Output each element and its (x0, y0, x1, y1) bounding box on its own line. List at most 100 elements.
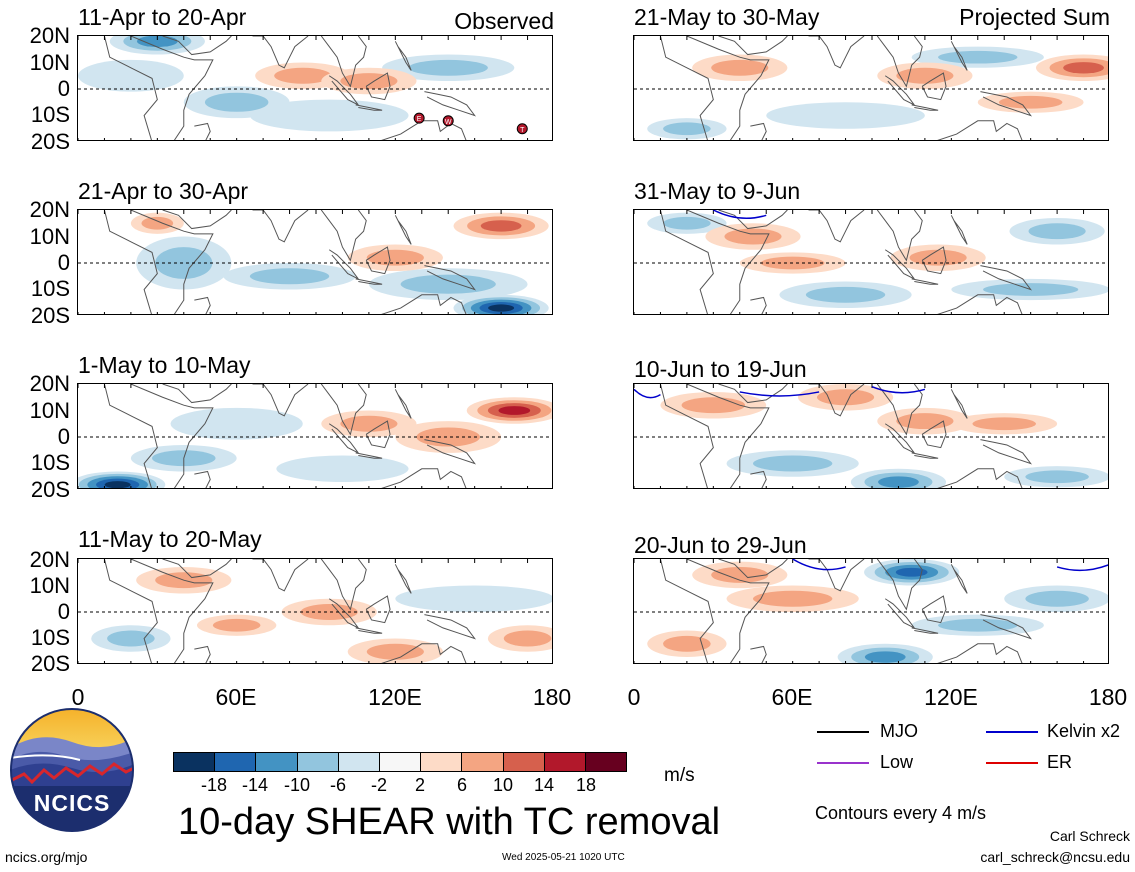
coastline (884, 75, 915, 106)
coastline (876, 210, 923, 262)
coastline (381, 468, 467, 488)
shear-anomaly-blob (681, 397, 746, 414)
legend-line-kelvin (986, 731, 1038, 733)
coastline (718, 559, 788, 579)
colorbar-units: m/s (664, 765, 695, 786)
tc-marker-label: E (417, 116, 422, 123)
lat-label: 0 (57, 76, 70, 101)
coastline (130, 559, 214, 663)
panel-title-5: 21-May to 30-May (634, 4, 820, 30)
shear-anomaly-blob (896, 67, 954, 84)
tc-marker-icon (442, 115, 454, 127)
lon-label: 60E (215, 684, 257, 710)
shear-anomaly-blob (663, 122, 711, 136)
coastline (659, 210, 714, 314)
shear-map (634, 384, 1108, 488)
panel-title-4: 11-May to 20-May (78, 526, 262, 552)
coastline (911, 278, 939, 285)
shear-map (634, 36, 1108, 140)
coastline (950, 41, 968, 71)
map-panel-2 (77, 209, 553, 315)
shear-map (78, 210, 552, 314)
coastline (365, 420, 391, 449)
coastline (355, 278, 383, 285)
coastline (394, 564, 412, 594)
coastline (381, 294, 467, 314)
coastline (950, 215, 968, 245)
coastline (194, 645, 211, 663)
map-panel-8 (633, 558, 1109, 664)
author: Carl Schreck (1049, 828, 1130, 844)
shear-anomaly-blob (805, 286, 886, 303)
panel-title-2: 21-Apr to 30-Apr (78, 178, 249, 204)
coastline (921, 420, 947, 449)
coastline (876, 36, 923, 88)
lat-label: 0 (57, 424, 70, 449)
coastline (320, 384, 367, 436)
map-panel-3 (77, 383, 553, 489)
coastline (103, 559, 158, 663)
footer-url[interactable]: ncics.org/mjo (5, 849, 88, 865)
coastline (194, 470, 211, 488)
coastline (252, 210, 309, 243)
shear-anomaly-blob (366, 249, 424, 266)
coastline (980, 91, 1033, 117)
shear-anomaly-blob (78, 59, 184, 92)
coastline (130, 384, 214, 488)
shear-anomaly-blob (107, 630, 155, 647)
author-email[interactable]: carl_schreck@ncsu.edu (980, 849, 1130, 865)
contour-note: Contours every 4 m/s (815, 803, 987, 823)
coastline (320, 36, 367, 88)
lat-label: 20S (30, 129, 70, 154)
shear-anomaly-blob (972, 417, 1036, 431)
shear-anomaly-blob (895, 567, 928, 577)
shear-anomaly-blob (480, 220, 522, 232)
lat-label: 10S (30, 625, 70, 650)
logo-text: NCICS (33, 790, 111, 816)
coastline (911, 104, 939, 111)
coastline (718, 36, 788, 56)
shear-anomaly-blob (753, 590, 833, 607)
observed-tag: Observed (454, 8, 554, 34)
tc-marker-icon (516, 123, 528, 135)
coastline (937, 120, 1023, 140)
shear-anomaly-blob (488, 304, 515, 312)
coastline (162, 210, 232, 230)
shear-anomaly-blob (766, 102, 925, 129)
coastline (686, 36, 770, 140)
colorbar-tick: 14 (533, 775, 555, 795)
lon-label: 0 (627, 684, 641, 710)
coastline (808, 559, 865, 592)
shear-anomaly-blob (816, 389, 875, 406)
coastline (911, 627, 939, 634)
coastline (194, 122, 211, 140)
coastline (808, 36, 865, 69)
colorbar-tick: 6 (456, 775, 468, 795)
ncics-logo[interactable]: NCICS (10, 708, 134, 832)
lat-label: 20N (29, 371, 70, 396)
coastline (937, 643, 1023, 663)
legend-label-er: ER (1047, 752, 1073, 772)
coastline (980, 614, 1033, 640)
colorbar-swatch (255, 753, 297, 771)
shear-anomaly-blob (395, 585, 552, 612)
main-title: 10-day SHEAR with TC removal (178, 801, 721, 843)
coastline (659, 36, 714, 140)
colorbar-swatch (337, 753, 379, 771)
shear-anomaly-blob (864, 651, 906, 663)
tc-marker-label: T (520, 127, 525, 134)
colorbar-tick: -14 (241, 775, 269, 795)
lat-label: 20N (29, 547, 70, 572)
colorbar (173, 752, 627, 772)
coastline (921, 246, 947, 275)
lat-label: 0 (57, 599, 70, 624)
coastline (718, 384, 788, 404)
lat-label: 10N (29, 573, 70, 598)
coastline (130, 210, 214, 314)
coastline (911, 452, 939, 459)
colorbar-tick: 10 (492, 775, 514, 795)
coastline (980, 265, 1033, 291)
coastline (686, 559, 770, 663)
lat-label: 10S (30, 102, 70, 127)
shear-anomaly-blob (1025, 470, 1089, 484)
